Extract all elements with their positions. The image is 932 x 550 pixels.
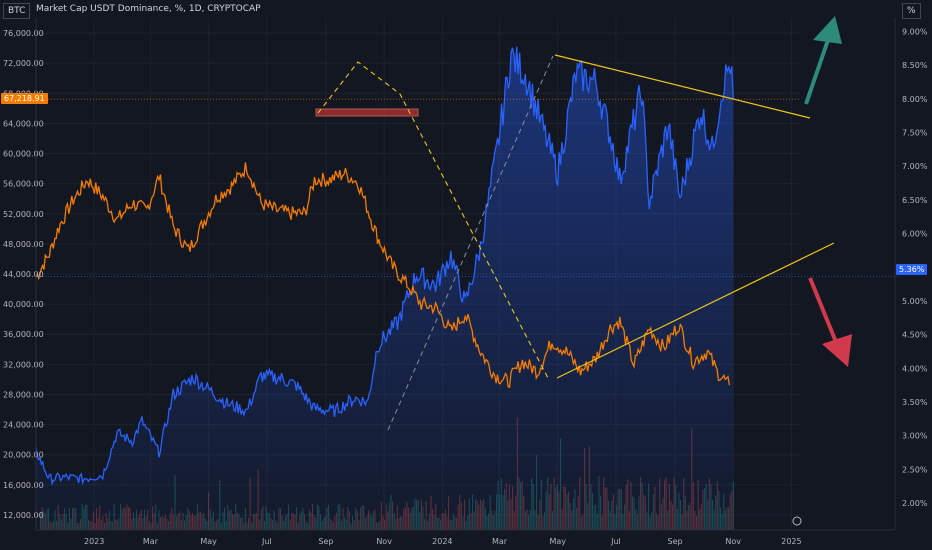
left-tick-label: 60,000.00 xyxy=(3,150,44,159)
chart-title: Market Cap USDT Dominance, %, 1D, CRYPTO… xyxy=(36,4,261,14)
resistance-zone[interactable] xyxy=(315,108,419,117)
x-tick-label: Nov xyxy=(376,537,392,546)
left-tick-label: 12,000.00 xyxy=(3,511,44,520)
left-tick-label: 44,000.00 xyxy=(3,270,44,279)
left-tick-label: 20,000.00 xyxy=(3,451,44,460)
lower-support-trendline[interactable] xyxy=(556,242,835,379)
left-tick-label: 72,000.00 xyxy=(3,59,44,68)
right-tick-label: 9.00% xyxy=(902,27,928,36)
usdt-dominance-line[interactable] xyxy=(35,162,731,388)
x-tick-label: 2025 xyxy=(781,537,801,546)
right-tick-label: 8.00% xyxy=(902,95,928,104)
x-tick-label: May xyxy=(200,537,217,546)
left-tick-label: 40,000.00 xyxy=(3,300,44,309)
lightning-icon[interactable] xyxy=(792,516,802,526)
left-tick-label: 48,000.00 xyxy=(3,240,44,249)
volume-bar xyxy=(732,481,734,530)
left-tick-label: 36,000.00 xyxy=(3,330,44,339)
up-arrow-head[interactable] xyxy=(813,16,842,44)
left-tick-label: 32,000.00 xyxy=(3,360,44,369)
right-tick-label: 2.50% xyxy=(902,465,928,474)
right-tick-label: 6.50% xyxy=(902,196,928,205)
right-tick-label: 3.00% xyxy=(902,432,928,441)
right-tick-label: 3.50% xyxy=(902,398,928,407)
left-tick-label: 64,000.00 xyxy=(3,119,44,128)
x-tick-label: 2023 xyxy=(84,537,104,546)
left-tick-label: 16,000.00 xyxy=(3,481,44,490)
left-tick-label: 56,000.00 xyxy=(3,180,44,189)
btc-projection-path[interactable] xyxy=(317,61,549,379)
right-tick-label: 7.00% xyxy=(902,162,928,171)
symbol-badge[interactable]: BTC xyxy=(3,3,31,19)
down-arrow-head[interactable] xyxy=(822,334,852,367)
x-tick-label: Mar xyxy=(492,537,508,546)
x-tick-label: 2024 xyxy=(432,537,452,546)
unit-badge[interactable]: % xyxy=(902,3,921,19)
right-tick-label: 6.00% xyxy=(902,230,928,239)
x-tick-label: Nov xyxy=(725,537,741,546)
usdt-last-value-tag: 5.36% xyxy=(896,264,928,275)
down-arrow-shaft[interactable] xyxy=(808,277,838,343)
btc-line[interactable] xyxy=(35,46,734,486)
up-arrow-shaft[interactable] xyxy=(804,39,830,105)
upper-resistance-trendline[interactable] xyxy=(554,54,811,119)
left-tick-label: 52,000.00 xyxy=(3,210,44,219)
left-tick-label: 28,000.00 xyxy=(3,390,44,399)
left-tick-label: 76,000.00 xyxy=(3,29,44,38)
left-tick-label: 24,000.00 xyxy=(3,421,44,430)
right-tick-label: 4.50% xyxy=(902,331,928,340)
x-tick-label: Sep xyxy=(318,537,333,546)
x-tick-label: Jul xyxy=(610,537,621,546)
x-tick-label: Mar xyxy=(143,537,159,546)
x-tick-label: Jul xyxy=(261,537,272,546)
right-tick-label: 2.00% xyxy=(902,499,928,508)
right-tick-label: 7.50% xyxy=(902,129,928,138)
btc-last-price-tag: 67,218.91 xyxy=(1,93,48,104)
x-tick-label: May xyxy=(549,537,566,546)
right-tick-label: 5.00% xyxy=(902,297,928,306)
right-tick-label: 4.00% xyxy=(902,364,928,373)
right-tick-label: 8.50% xyxy=(902,61,928,70)
x-tick-label: Sep xyxy=(668,537,683,546)
